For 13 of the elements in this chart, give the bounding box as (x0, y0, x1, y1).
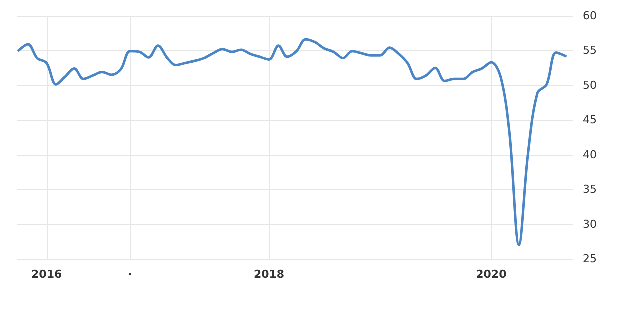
x-tick-label: 2016 (32, 268, 62, 281)
x-tick-label: 2020 (476, 268, 508, 281)
y-tick-label: 30 (583, 218, 597, 231)
x-tick-label: · (128, 268, 132, 281)
y-tick-label: 40 (583, 148, 597, 162)
y-tick-label: 50 (583, 78, 597, 92)
y-tick-label: 60 (583, 10, 597, 22)
y-tick-label: 55 (583, 44, 597, 58)
y-tick-label: 35 (583, 183, 597, 196)
y-tick-label: 25 (583, 252, 597, 266)
line-series (18, 38, 567, 246)
x-tick-label: 2018 (254, 268, 285, 281)
y-tick-label: 45 (583, 114, 597, 127)
